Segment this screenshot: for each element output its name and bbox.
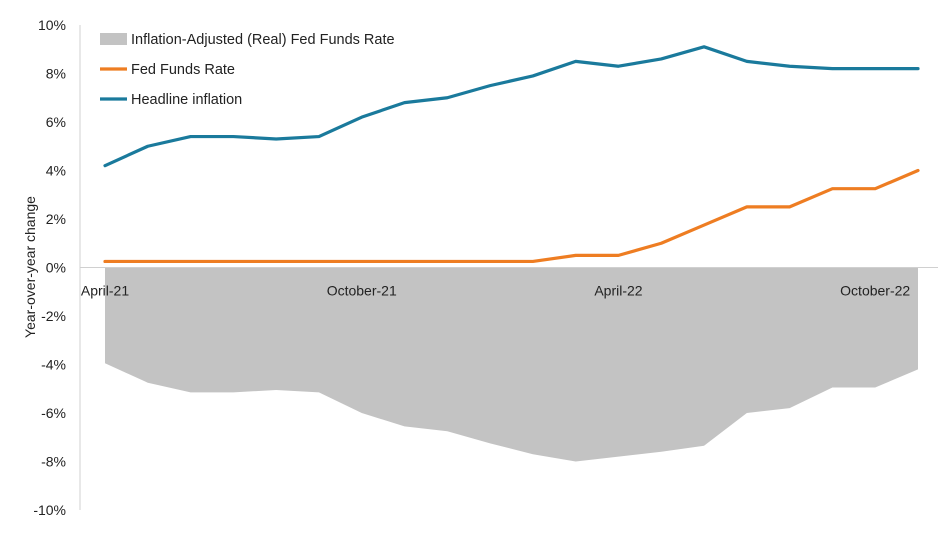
legend-label: Headline inflation	[131, 92, 242, 108]
legend: Inflation-Adjusted (Real) Fed Funds Rate…	[100, 32, 395, 108]
real-rate-area	[105, 267, 918, 462]
x-tick-label: October-22	[840, 283, 910, 299]
y-tick-label: 0%	[46, 260, 66, 276]
x-tick-label: April-21	[81, 283, 129, 299]
y-tick-label: 10%	[38, 17, 66, 33]
area-layer	[105, 267, 918, 462]
legend-label: Inflation-Adjusted (Real) Fed Funds Rate	[131, 32, 395, 48]
y-tick-label: -8%	[41, 454, 66, 470]
x-tick-label: October-21	[327, 283, 397, 299]
y-axis-label: Year-over-year change	[22, 196, 38, 338]
y-tick-label: -10%	[33, 502, 66, 518]
y-tick-label: 6%	[46, 114, 66, 130]
y-tick-label: 4%	[46, 163, 66, 179]
axis-layer: 10% 8% 6% 4% 2% 0% -2% -4% -6% -8% -10% April-21 Oct…	[33, 17, 938, 518]
line-layer	[103, 45, 920, 264]
y-tick-label: -6%	[41, 405, 66, 421]
legend-label: Fed Funds Rate	[131, 62, 235, 78]
fed-funds-rate-line	[103, 168, 920, 264]
y-tick-label: 8%	[46, 66, 66, 82]
y-tick-label: -2%	[41, 308, 66, 324]
x-tick-label: April-22	[594, 283, 642, 299]
y-tick-label: 2%	[46, 211, 66, 227]
y-tick-label: -4%	[41, 357, 66, 373]
headline-inflation-line	[103, 45, 920, 168]
legend-swatch	[100, 33, 127, 45]
